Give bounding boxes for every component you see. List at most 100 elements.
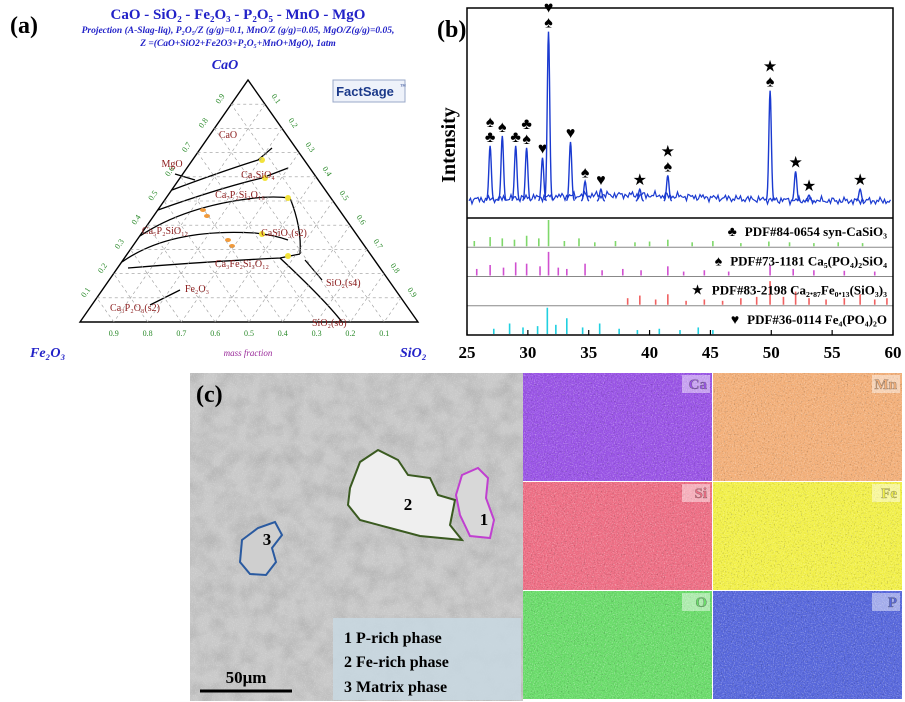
tick-label: 0.4 [320,165,333,178]
tick-label: 0.3 [113,237,126,250]
reference-line [697,327,699,334]
map-label: Si [694,486,707,502]
tick-label: 0.6 [210,329,220,338]
figure: (a) CaO - SiO₂ - Fe₂O₃ - P₂O₅ - MnO - Mg… [0,0,905,702]
reference-line [522,327,524,334]
peak-marker: ♠ [544,15,553,32]
grid-line [384,298,401,322]
reference-line [874,300,876,305]
phase-label: SiO₂(s4) [326,278,361,289]
phase-label: MgO [161,159,182,170]
reference-line [728,272,730,276]
reference-line [615,241,617,246]
corner-label: Fe₂O₃ [29,346,66,361]
tick-label: 0.1 [269,92,282,105]
peak [856,189,864,201]
junction [285,195,291,201]
reference-line [691,242,693,246]
legend-entry: 3 Matrix phase [344,679,447,696]
reference-symbol: ♥ [731,313,739,328]
reference-line [808,298,810,305]
diagram-subtitle: Z =(CaO+SiO2+Fe2O3+P₂O₅+MnO+MgO), 1atm [139,38,336,49]
diagram-subtitle: Projection (A-Slag-liq), P₂O₅/Z (g/g)=0.… [82,25,395,36]
reference-line [599,324,601,335]
x-tick-label: 55 [824,343,841,362]
phase-label: CaSiO₃(s2) [261,228,307,239]
reference-line [503,268,505,276]
xrd-chart: ♠♣♠♣♣♠♥♥♠♥♠♥★★♠★♠★★★PDF#84-0654 syn-CaSi… [459,0,902,362]
peak [512,146,520,201]
panel-label: (a) [10,13,38,39]
reference-line [685,301,687,305]
reference-line [627,298,629,305]
reference-line [547,308,549,334]
reference-line [704,300,706,305]
reference-line [768,242,770,247]
reference-name: PDF#73-1181 Ca₅(PO₄)₂SiO₄ [730,253,887,268]
peak-marker: ♣ [485,129,496,146]
reference-line [493,329,495,334]
reference-line [639,296,641,305]
tick-label: 0.3 [303,140,316,153]
reference-line [679,330,681,334]
reference-line [683,272,685,276]
tick-label: 0.2 [286,116,299,129]
reference-line [704,270,706,275]
tick-label: 0.3 [312,329,322,338]
reference-line [825,300,827,305]
corner-label: CaO [212,58,238,73]
phase-label: CaO [219,130,237,141]
composition [229,244,235,248]
x-tick-label: 60 [885,343,902,362]
reference-line [548,220,550,246]
phase-label: SiO₂(s6) [312,318,347,329]
logo: FactSage [336,84,394,99]
tick-label: 0.7 [176,329,186,338]
peak [792,171,800,201]
reference-line [667,266,669,275]
region-label: 1 [480,510,489,529]
reference-line [792,269,794,276]
peak [486,146,494,201]
tick-label: 0.9 [214,92,227,105]
legend-entry: 2 Fe-rich phase [344,654,449,671]
reference-line [640,270,642,275]
peak-marker: ♥ [538,141,548,158]
leader [175,174,195,180]
peak-marker: ★ [788,154,802,171]
reference-symbol: ♣ [728,225,737,240]
x-tick-label: 45 [702,343,719,362]
x-tick-label: 35 [580,343,597,362]
peak-marker: ♠ [664,158,673,175]
peak-marker: ♠ [498,119,507,136]
reference-line [476,269,478,276]
reference-line [618,329,620,334]
map-label: P [888,595,897,611]
reference-line [667,240,669,247]
reference-line [886,298,888,305]
axis-note: mass fraction [224,348,273,358]
reference-line [578,238,580,246]
tick-label: 0.1 [379,329,389,338]
peak-marker: ★ [853,172,867,189]
reference-line [539,266,541,275]
reference-line [557,268,559,276]
x-tick-label: 30 [519,343,536,362]
map-label: O [695,595,707,611]
peak [567,142,575,201]
reference-line [515,262,517,275]
compositions [200,208,235,248]
reference-line [526,264,528,276]
logo-mark: ™ [400,84,406,90]
peak [498,136,506,201]
phase-label: Ca₇P₂Si₂O₁₆ [215,190,265,201]
reference-line [489,265,491,276]
peak-marker: ♣ [510,129,521,146]
reference-line [740,243,742,246]
corner-label: SiO₂ [400,346,427,361]
reference-line [526,236,528,247]
map-label: Fe [881,486,897,502]
diagram-title: CaO - SiO₂ - Fe₂O₃ - P₂O₅ - MnO - MgO [111,7,366,23]
tick-label: 0.1 [79,286,92,299]
reference-line [601,270,603,275]
